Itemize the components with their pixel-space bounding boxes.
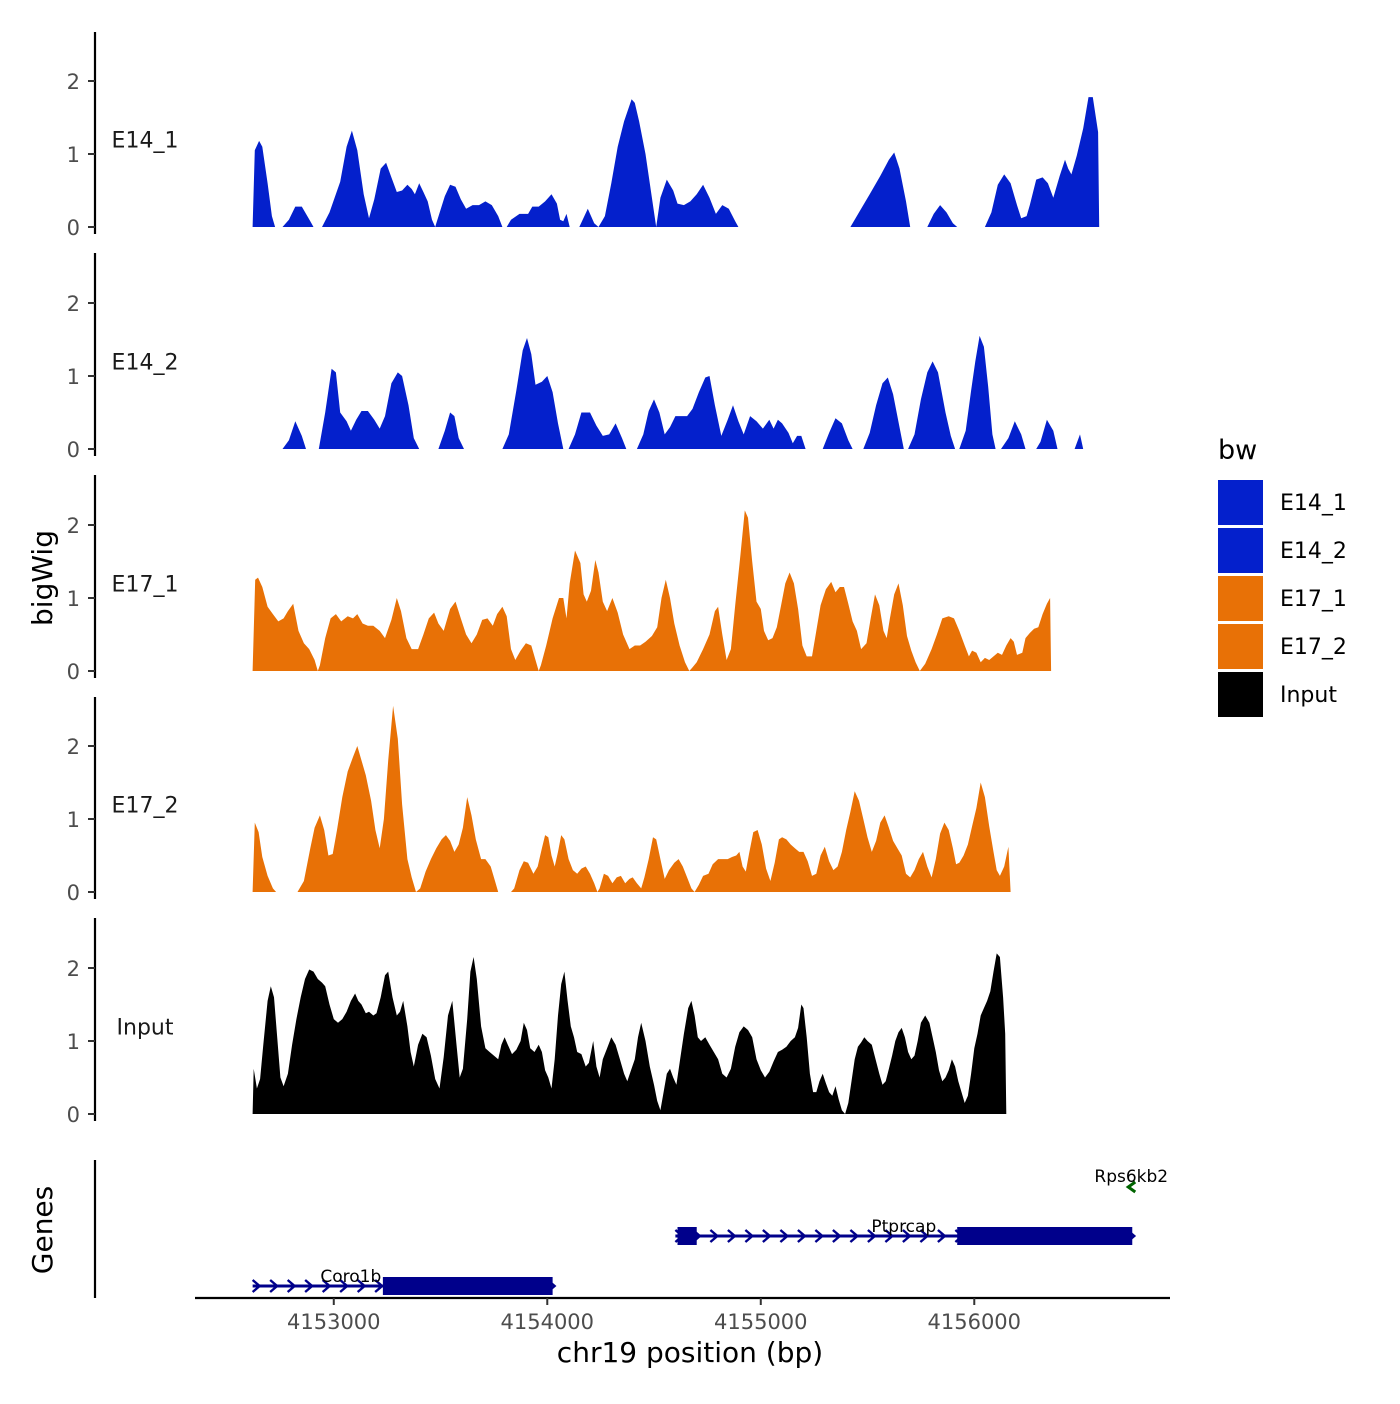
gene-coro1b: Coro1b — [251, 1267, 557, 1295]
x-axis-title: chr19 position (bp) — [557, 1336, 823, 1369]
strand-arrow — [884, 1229, 895, 1243]
track-input: 0 1 2 Input — [67, 918, 1007, 1127]
strand-arrow — [251, 1279, 262, 1293]
y-tick-label: 1 — [67, 1030, 80, 1054]
x-tick-label: 4154000 — [501, 1310, 595, 1334]
y-tick-label: 2 — [67, 70, 80, 94]
strand-arrow — [374, 1279, 384, 1293]
track-label: Input — [117, 1015, 174, 1040]
gene-label: Ptprcap — [871, 1217, 936, 1237]
legend-key-e14_1 — [1218, 480, 1263, 525]
legend-key-input — [1218, 672, 1263, 717]
genes-axis-title: Genes — [26, 1186, 59, 1274]
x-tick-label: 4153000 — [287, 1310, 381, 1334]
y-tick-label: 2 — [67, 957, 80, 981]
strand-arrow — [286, 1279, 297, 1293]
strand-arrow — [356, 1279, 367, 1293]
strand-arrow — [832, 1229, 842, 1243]
gene-rps6kb2: Rps6kb2 — [1094, 1167, 1168, 1194]
y-tick-label: 1 — [67, 587, 80, 611]
track-label: E14_1 — [112, 128, 179, 153]
track-e17_1: 0 1 2 E17_1 — [67, 475, 1052, 684]
x-tick-label: 4155000 — [714, 1310, 808, 1334]
strand-arrow — [709, 1229, 720, 1243]
legend-title: bw — [1218, 435, 1257, 466]
signal-area-e14_2 — [282, 335, 1084, 449]
track-e14_1: 0 1 2 E14_1 — [67, 32, 1100, 240]
y-tick-label: 0 — [67, 438, 80, 462]
y-tick-label: 2 — [67, 735, 80, 759]
legend-key-e17_1 — [1218, 576, 1263, 621]
legend-label: E17_2 — [1280, 635, 1347, 660]
strand-arrow — [1125, 1180, 1137, 1194]
signal-area-e17_1 — [252, 510, 1052, 671]
gene-exon — [957, 1227, 1133, 1245]
strand-arrow — [937, 1229, 947, 1243]
legend-key-e14_2 — [1218, 528, 1263, 573]
x-tick-label: 4156000 — [928, 1310, 1022, 1334]
signal-area-e14_1 — [252, 97, 1100, 227]
strand-arrow — [779, 1229, 790, 1243]
strand-arrow — [339, 1279, 349, 1293]
y-tick-label: 2 — [67, 514, 80, 538]
gene-exon — [382, 1277, 553, 1295]
strand-arrow — [321, 1279, 332, 1293]
track-e17_2: 0 1 2 E17_2 — [67, 697, 1011, 905]
y-tick-label: 0 — [67, 660, 80, 684]
legend: bw E14_1 E14_2 E17_1 E17_2 Input — [1218, 435, 1347, 717]
track-label: E17_1 — [112, 572, 179, 597]
y-tick-label: 1 — [67, 365, 80, 389]
x-axis: 4153000 4154000 4155000 4156000 — [195, 1296, 1170, 1334]
y-tick-label: 2 — [67, 292, 80, 316]
strand-arrow — [902, 1229, 912, 1243]
legend-label: E14_1 — [1280, 491, 1347, 516]
strand-arrow — [762, 1229, 772, 1243]
gene-label: Rps6kb2 — [1094, 1167, 1168, 1187]
legend-label: E17_1 — [1280, 587, 1347, 612]
legend-label: E14_2 — [1280, 539, 1347, 564]
strand-arrow — [744, 1229, 755, 1243]
y-tick-label: 0 — [67, 216, 80, 240]
track-e14_2: 0 1 2 E14_2 — [67, 253, 1084, 462]
y-tick-label: 1 — [67, 143, 80, 167]
gene-label: Coro1b — [320, 1267, 381, 1287]
gene-exon — [677, 1227, 697, 1245]
signal-tracks: 0 1 2 E14_1 0 1 2 E14_2 0 1 2 E17_1 0 1 2 E17_2 0 1 2 Input — [67, 32, 1100, 1127]
legend-label: Input — [1280, 683, 1337, 708]
signal-area-e17_2 — [252, 705, 1011, 892]
track-label: E14_2 — [112, 350, 179, 375]
y-tick-label: 0 — [67, 1103, 80, 1127]
y-tick-label: 1 — [67, 808, 80, 832]
strand-arrow — [867, 1229, 877, 1243]
strand-arrow — [797, 1229, 807, 1243]
legend-key-e17_2 — [1218, 624, 1263, 669]
strand-arrow — [304, 1279, 314, 1293]
track-label: E17_2 — [112, 793, 179, 818]
signal-area-input — [252, 953, 1007, 1114]
gene-ptprcap: Ptprcap — [674, 1217, 1137, 1245]
strand-arrow — [849, 1229, 860, 1243]
genes-panel: Coro1b Ptprcap Rps6kb2 — [93, 1160, 1168, 1298]
y-axis-title: bigWig — [26, 530, 59, 626]
strand-arrow — [727, 1229, 737, 1243]
strand-arrow — [814, 1229, 825, 1243]
y-tick-label: 0 — [67, 881, 80, 905]
strand-arrow — [919, 1229, 930, 1243]
strand-arrow — [269, 1279, 279, 1293]
